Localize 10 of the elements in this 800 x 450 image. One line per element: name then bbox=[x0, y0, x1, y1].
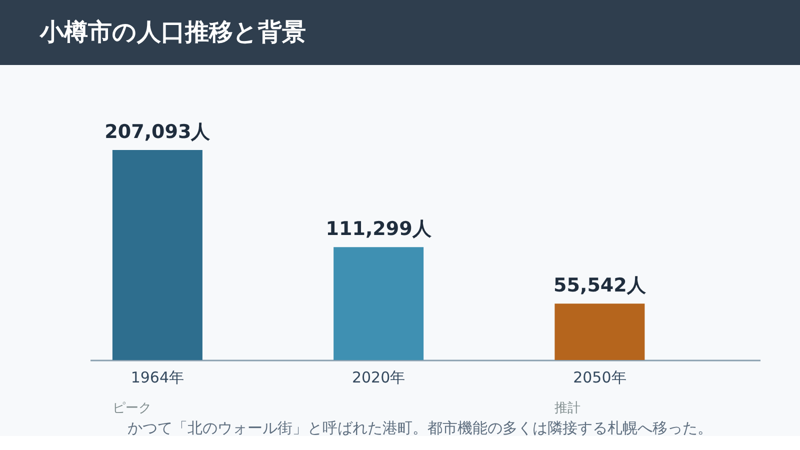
data-label: 55,542人 bbox=[554, 274, 647, 297]
text: かつて「北のウォール街」と呼ばれた港町。都市機能の多くは隣接する札幌へ移った。 bbox=[128, 419, 712, 437]
x-tick-label: 2020年 bbox=[352, 368, 406, 386]
x-tick-label: 1964年 bbox=[130, 368, 184, 386]
x-tick-label: 2050年 bbox=[573, 368, 626, 386]
chart-title: 小樽市の人口推移と背景 bbox=[39, 18, 306, 46]
text: 推計 bbox=[554, 401, 581, 416]
data-label: 111,299人 bbox=[326, 218, 432, 240]
text: ピーク bbox=[112, 401, 152, 416]
data-label: 207,093人 bbox=[104, 121, 212, 143]
